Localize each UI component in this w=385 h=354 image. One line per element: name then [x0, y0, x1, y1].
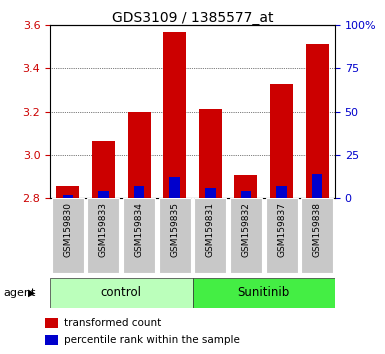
Bar: [87, 198, 119, 273]
Text: control: control: [101, 286, 142, 299]
Text: GSM159837: GSM159837: [277, 202, 286, 257]
Bar: [194, 198, 226, 273]
Bar: [234, 176, 258, 198]
Bar: [306, 44, 329, 198]
Text: agent: agent: [4, 288, 36, 298]
Bar: [169, 177, 180, 198]
Bar: [205, 188, 216, 198]
Bar: [92, 141, 115, 198]
Text: GSM159838: GSM159838: [313, 202, 321, 257]
Bar: [52, 198, 84, 273]
Bar: [50, 278, 192, 308]
Bar: [266, 198, 298, 273]
Bar: [241, 191, 251, 198]
Text: GDS3109 / 1385577_at: GDS3109 / 1385577_at: [112, 11, 273, 25]
Bar: [270, 84, 293, 198]
Bar: [230, 198, 262, 273]
Bar: [312, 174, 322, 198]
Bar: [163, 32, 186, 198]
Text: ▶: ▶: [28, 288, 35, 298]
Text: GSM159835: GSM159835: [170, 202, 179, 257]
Text: GSM159833: GSM159833: [99, 202, 108, 257]
Bar: [123, 198, 155, 273]
Bar: [134, 186, 144, 198]
Text: GSM159834: GSM159834: [135, 202, 144, 257]
Bar: [45, 335, 59, 345]
Bar: [98, 191, 109, 198]
Bar: [199, 109, 222, 198]
Text: percentile rank within the sample: percentile rank within the sample: [64, 335, 240, 345]
Bar: [159, 198, 191, 273]
Text: transformed count: transformed count: [64, 318, 162, 328]
Bar: [45, 318, 59, 328]
Bar: [63, 195, 73, 198]
Text: GSM159830: GSM159830: [64, 202, 72, 257]
Text: GSM159831: GSM159831: [206, 202, 215, 257]
Bar: [192, 278, 335, 308]
Bar: [276, 186, 287, 198]
Bar: [56, 186, 79, 198]
Text: GSM159832: GSM159832: [241, 202, 250, 257]
Bar: [301, 198, 333, 273]
Bar: [127, 112, 151, 198]
Text: Sunitinib: Sunitinib: [238, 286, 290, 299]
